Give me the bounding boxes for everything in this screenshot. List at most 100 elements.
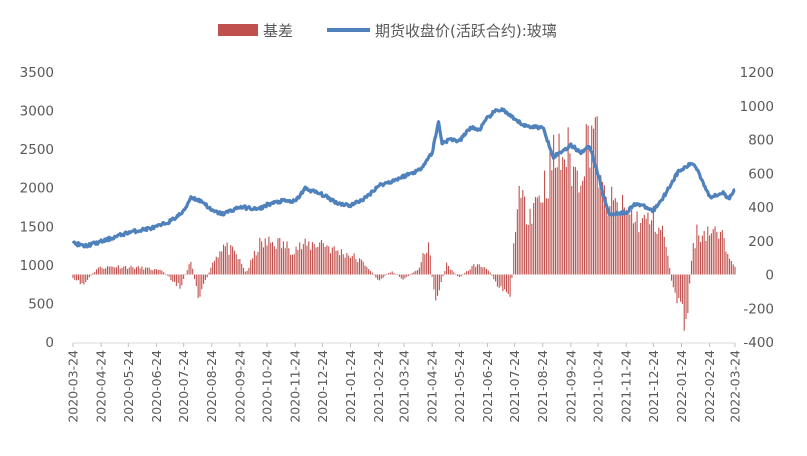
basis-bar bbox=[418, 267, 420, 275]
basis-bar bbox=[518, 185, 520, 275]
basis-bar bbox=[698, 235, 700, 275]
basis-bar bbox=[534, 196, 537, 275]
basis-bar bbox=[567, 127, 569, 275]
basis-bar bbox=[681, 274, 683, 304]
basis-bar bbox=[262, 247, 264, 275]
basis-bar bbox=[458, 274, 460, 277]
basis-bar bbox=[286, 241, 288, 275]
basis-bar bbox=[355, 259, 357, 275]
basis-bar bbox=[237, 259, 239, 275]
basis-bar bbox=[273, 246, 275, 275]
x-tick-label: 2020-04-24 bbox=[94, 350, 109, 423]
basis-bar bbox=[79, 274, 81, 285]
basis-bar bbox=[622, 194, 624, 275]
basis-bar bbox=[371, 272, 373, 275]
basis-bar bbox=[571, 185, 573, 275]
basis-bar bbox=[163, 272, 165, 275]
basis-bar bbox=[400, 274, 402, 279]
basis-bar bbox=[732, 264, 734, 275]
basis-bar bbox=[119, 268, 121, 275]
basis-bar bbox=[592, 128, 595, 275]
basis-bar bbox=[583, 176, 586, 275]
basis-bar bbox=[602, 181, 604, 275]
basis-bar bbox=[157, 269, 159, 275]
basis-bar bbox=[449, 269, 451, 275]
x-tick-label: 2021-06-24 bbox=[480, 350, 495, 423]
basis-bar bbox=[542, 202, 544, 275]
basis-bar bbox=[362, 261, 364, 275]
basis-bar bbox=[694, 248, 696, 275]
basis-bar bbox=[558, 133, 560, 275]
basis-bar bbox=[489, 272, 491, 275]
basis-bar bbox=[705, 240, 707, 275]
basis-bar bbox=[409, 274, 411, 275]
basis-bar bbox=[504, 274, 506, 290]
basis-bar bbox=[144, 267, 147, 275]
x-tick-label: 2020-07-24 bbox=[176, 350, 191, 423]
basis-bar bbox=[654, 231, 656, 275]
basis-bar bbox=[331, 247, 333, 275]
basis-bar bbox=[690, 260, 693, 275]
basis-bar bbox=[152, 270, 154, 275]
basis-bar bbox=[351, 255, 353, 275]
basis-bar bbox=[629, 214, 631, 275]
basis-bar bbox=[291, 254, 294, 275]
basis-bar bbox=[201, 274, 203, 290]
basis-bar bbox=[184, 274, 186, 275]
basis-bar bbox=[545, 198, 547, 275]
basis-bar bbox=[625, 209, 627, 275]
basis-bar bbox=[344, 257, 346, 275]
basis-bar bbox=[72, 274, 74, 279]
basis-bar bbox=[456, 274, 459, 277]
basis-bar bbox=[340, 249, 342, 275]
basis-bar bbox=[139, 268, 141, 275]
basis-bar bbox=[130, 265, 132, 275]
basis-bar bbox=[435, 274, 437, 301]
basis-bar bbox=[146, 267, 148, 275]
basis-bar bbox=[674, 274, 676, 293]
basis-bar bbox=[378, 274, 381, 281]
basis-bar bbox=[299, 242, 301, 275]
basis-bar bbox=[469, 269, 471, 275]
basis-bar bbox=[402, 274, 404, 280]
basis-bar bbox=[373, 274, 375, 276]
basis-bar bbox=[241, 263, 243, 275]
basis-bar bbox=[398, 274, 401, 277]
x-tick-label: 2021-08-24 bbox=[535, 350, 550, 423]
basis-bar bbox=[467, 270, 469, 275]
basis-bar bbox=[491, 274, 493, 276]
basis-bar bbox=[411, 273, 413, 275]
basis-bar bbox=[346, 253, 348, 275]
basis-bar bbox=[335, 250, 337, 275]
basis-bar bbox=[701, 235, 703, 275]
basis-bar bbox=[404, 274, 406, 279]
basis-bar bbox=[522, 190, 524, 275]
basis-bar bbox=[253, 250, 255, 275]
basis-bar bbox=[105, 268, 107, 275]
basis-bar bbox=[110, 266, 112, 275]
basis-bar bbox=[106, 266, 109, 275]
basis-bar bbox=[618, 215, 620, 275]
basis-bar bbox=[636, 211, 638, 275]
basis-bar bbox=[114, 267, 116, 275]
legend-label-basis: 基差 bbox=[263, 22, 293, 40]
basis-bar bbox=[707, 226, 709, 275]
basis-bar bbox=[426, 252, 428, 275]
basis-bar bbox=[366, 266, 368, 275]
basis-bar bbox=[192, 268, 194, 275]
basis-bar bbox=[308, 241, 310, 275]
basis-bar bbox=[239, 258, 241, 275]
basis-bar bbox=[493, 274, 495, 280]
basis-bar bbox=[464, 272, 466, 275]
basis-bar bbox=[723, 238, 725, 275]
basis-bar bbox=[536, 197, 538, 275]
right-axis: -400 -200 0 200 400 600 800 1000 1200 bbox=[740, 65, 774, 351]
basis-bar bbox=[349, 257, 352, 275]
basis-bar bbox=[455, 273, 457, 275]
basis-bar bbox=[242, 267, 245, 275]
x-tick-label: 2021-12-24 bbox=[646, 350, 661, 423]
basis-bar bbox=[609, 205, 611, 275]
basis-bar bbox=[322, 243, 324, 275]
basis-bar bbox=[288, 248, 290, 275]
